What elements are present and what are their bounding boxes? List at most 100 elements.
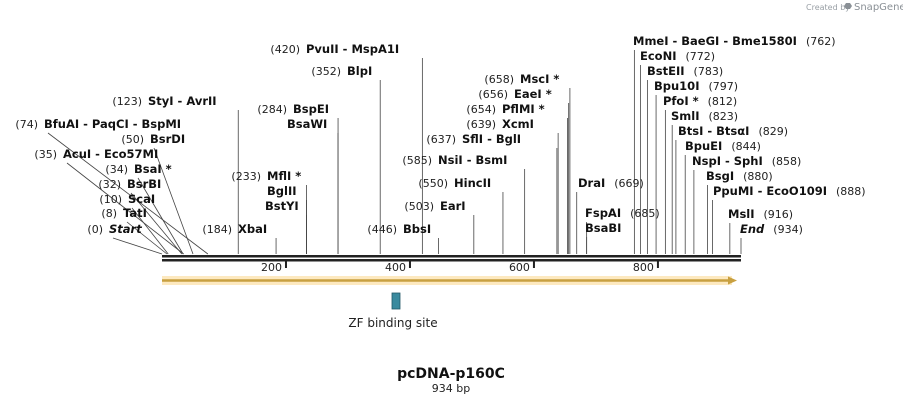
enzyme-site-label[interactable]: DraI (669) [578, 176, 644, 190]
enzyme-site-label[interactable]: BbsI (446) [367, 222, 431, 236]
site-position: (654) [466, 103, 496, 116]
enzyme-site-label[interactable]: BsaBI [585, 221, 621, 235]
leader-line [130, 192, 183, 255]
enzyme-site-label[interactable]: BsaWI [287, 117, 327, 131]
enzyme-site-label[interactable]: BsrBI (32) [98, 177, 161, 191]
zf-binding-site-feature[interactable] [391, 292, 401, 310]
enzyme-site-label[interactable]: XcmI (639) [466, 117, 534, 131]
enzyme-name: BsaBI [585, 221, 621, 235]
enzyme-name: Start [109, 222, 142, 236]
enzyme-name: BglII [267, 184, 297, 198]
enzyme-site-label[interactable]: EarI (503) [404, 199, 465, 213]
enzyme-site-label[interactable]: BtsI - BtsαI (829) [678, 124, 788, 138]
enzyme-site-label[interactable]: BpuEI (844) [685, 139, 761, 153]
enzyme-site-label[interactable]: BstYI [265, 199, 299, 213]
enzyme-name: EaeI * [514, 87, 552, 101]
enzyme-name: XbaI [238, 222, 267, 236]
leader-line [137, 177, 184, 255]
enzyme-name: BspEI [293, 102, 329, 116]
ruler-tick-label: 600 [509, 261, 530, 274]
enzyme-site-label[interactable]: BstEII (783) [647, 64, 723, 78]
enzyme-name: BfuAI - PaqCI - BspMI [44, 117, 181, 131]
site-position: (74) [15, 118, 38, 131]
site-position: (656) [478, 88, 508, 101]
enzyme-site-label[interactable]: HincII (550) [418, 176, 491, 190]
site-position: (184) [202, 223, 232, 236]
ruler-tick-label: 200 [261, 261, 282, 274]
enzyme-name: SflI - BglI [462, 132, 521, 146]
enzyme-site-label[interactable]: BglII [267, 184, 297, 198]
enzyme-name: MslI [728, 207, 755, 221]
leader-line [131, 207, 169, 255]
enzyme-site-label[interactable]: AcuI - Eco57MI (35) [34, 147, 158, 161]
ruler-tick-label: 400 [385, 261, 406, 274]
enzyme-site-label[interactable]: EcoNI (772) [640, 49, 715, 63]
enzyme-site-label[interactable]: StyI - AvrII (123) [112, 94, 216, 108]
enzyme-site-label[interactable]: BsrDI (50) [121, 132, 185, 146]
site-position: (844) [731, 140, 761, 153]
site-position: (35) [34, 148, 57, 161]
enzyme-site-label[interactable]: PvuII - MspA1I (420) [270, 42, 399, 56]
enzyme-site-label[interactable]: PpuMI - EcoO109I (888) [713, 184, 866, 198]
leader-line [47, 132, 209, 255]
enzyme-site-label[interactable]: NsiI - BsmI (585) [402, 153, 507, 167]
enzyme-name: PvuII - MspA1I [306, 42, 399, 56]
enzyme-site-label[interactable]: EaeI * (656) [478, 87, 551, 101]
enzyme-site-label[interactable]: BfuAI - PaqCI - BspMI (74) [15, 117, 181, 131]
enzyme-name: BpuEI [685, 139, 722, 153]
ruler-tick [408, 260, 411, 268]
site-position: (658) [484, 73, 514, 86]
enzyme-name: MmeI - BaeGI - Bme1580I [633, 34, 797, 48]
site-position: (10) [99, 193, 122, 206]
enzyme-site-label[interactable]: BlpI (352) [311, 64, 372, 78]
enzyme-site-label[interactable]: XbaI (184) [202, 222, 267, 236]
enzyme-site-label[interactable]: FspAI (685) [585, 206, 660, 220]
enzyme-site-label[interactable]: TatI (8) [101, 206, 147, 220]
ruler-tick [284, 260, 287, 268]
enzyme-name: ScaI [128, 192, 155, 206]
enzyme-site-label[interactable]: BspEI (284) [257, 102, 329, 116]
plasmid-length: 934 bp [432, 382, 470, 395]
enzyme-site-label[interactable]: SmlI (823) [671, 109, 738, 123]
site-position: (812) [708, 95, 738, 108]
site-position: (783) [694, 65, 724, 78]
enzyme-site-label[interactable]: Bpu10I (797) [654, 79, 738, 93]
enzyme-site-label[interactable]: BsaI * (34) [105, 162, 171, 176]
enzyme-name: FspAI [585, 206, 621, 220]
enzyme-name: HincII [454, 176, 491, 190]
site-position: (32) [98, 178, 121, 191]
enzyme-name: NspI - SphI [692, 154, 763, 168]
site-position: (858) [772, 155, 802, 168]
ruler-tick [656, 260, 659, 268]
enzyme-site-label[interactable]: End (934) [740, 222, 803, 236]
enzyme-site-label[interactable]: MscI * (658) [484, 72, 559, 86]
enzyme-name: StyI - AvrII [148, 94, 217, 108]
leader-line [112, 237, 163, 255]
enzyme-site-label[interactable]: ScaI (10) [99, 192, 155, 206]
site-position: (823) [709, 110, 739, 123]
enzyme-name: BsgI [706, 169, 734, 183]
enzyme-name: Bpu10I [654, 79, 699, 93]
enzyme-site-label[interactable]: MslI (916) [728, 207, 793, 221]
enzyme-site-label[interactable]: BsgI (880) [706, 169, 773, 183]
enzyme-site-label[interactable]: NspI - SphI (858) [692, 154, 801, 168]
site-position: (446) [367, 223, 397, 236]
enzyme-site-label[interactable]: Start (0) [87, 222, 142, 236]
enzyme-site-label[interactable]: SflI - BglI (637) [426, 132, 521, 146]
enzyme-name: SmlI [671, 109, 700, 123]
enzyme-name: BtsI - BtsαI [678, 124, 749, 138]
direction-arrow [162, 276, 737, 285]
site-position: (550) [418, 177, 448, 190]
site-position: (0) [87, 223, 103, 236]
enzyme-site-label[interactable]: MflI * (233) [231, 169, 301, 183]
enzyme-site-label[interactable]: PfoI * (812) [663, 94, 737, 108]
enzyme-name: PflMI * [502, 102, 545, 116]
enzyme-name: BsaI * [134, 162, 172, 176]
site-position: (284) [257, 103, 287, 116]
site-leader-lines [47, 50, 742, 255]
enzyme-site-label[interactable]: MmeI - BaeGI - Bme1580I (762) [633, 34, 836, 48]
ruler-ticks: 200 400 600 800 [261, 260, 659, 274]
enzyme-site-label[interactable]: PflMI * (654) [466, 102, 544, 116]
enzyme-name: EarI [440, 199, 466, 213]
